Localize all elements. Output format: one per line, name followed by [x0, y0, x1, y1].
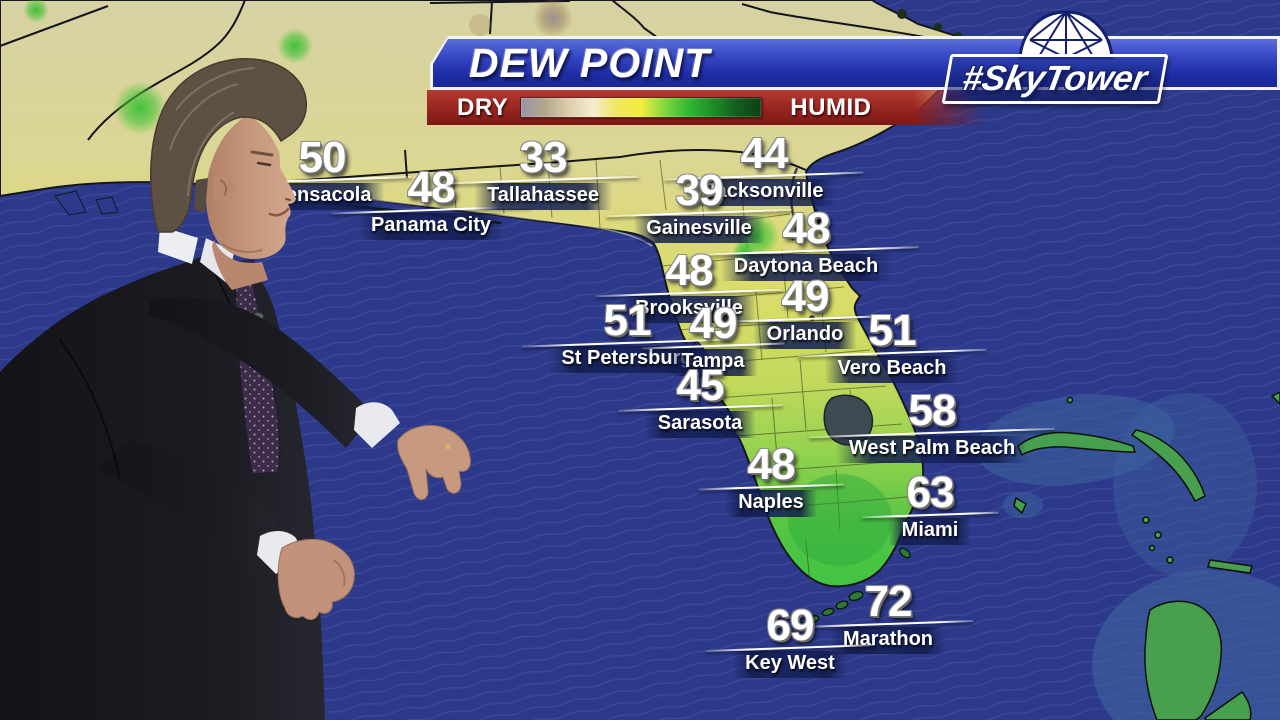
bahamas-islands [1013, 391, 1280, 720]
station-label: 45 Sarasota [617, 361, 783, 439]
skytower-wordmark: #SkyTower [959, 59, 1151, 98]
station-value: 49 [689, 299, 738, 348]
station-value: 48 [747, 440, 796, 489]
shirt-cuff [354, 402, 400, 448]
ear [213, 172, 235, 204]
station-value: 63 [906, 468, 955, 517]
station-value: 44 [740, 129, 789, 178]
station-label: 63 Miami [861, 468, 999, 546]
station-label: 58 West Palm Beach [808, 386, 1056, 464]
station-value: 45 [676, 361, 725, 410]
station-label: 44 Jacksonville [664, 129, 864, 207]
hand [397, 425, 471, 500]
shirt-collar [158, 226, 198, 264]
scale-dry-label: DRY [457, 93, 509, 121]
station-label: 72 Marathon [803, 577, 973, 655]
station-label: 51 Vero Beach [797, 306, 987, 384]
extended-arm [148, 297, 374, 448]
station-city: Jacksonville [691, 179, 837, 207]
dewpoint-scale-bar: DRY HUMID [427, 90, 993, 125]
station-value: 51 [868, 306, 917, 355]
station-city: Panama City [357, 213, 505, 241]
station-city: Naples [725, 490, 817, 518]
station-city: Tampa [668, 349, 758, 377]
dome-icon [1018, 10, 1114, 60]
station-city: Sarasota [644, 411, 756, 439]
station-label: 48 Daytona Beach [693, 204, 919, 282]
station-city: Miami [888, 518, 972, 546]
hair [149, 58, 308, 233]
station-value: 72 [864, 577, 913, 626]
station-city: Tallahassee [474, 183, 612, 211]
face [206, 115, 296, 259]
station-label: 69 Key West [705, 601, 875, 679]
station-value: 51 [603, 296, 652, 345]
station-label: 33 Tallahassee [447, 133, 639, 211]
station-label: 48 Brooksville [595, 246, 783, 324]
station-value: 69 [766, 601, 815, 650]
skytower-wordmark-box: #SkyTower [941, 54, 1168, 104]
station-label: 49 Tampa [641, 299, 785, 377]
station-city: Pensacola [259, 183, 385, 211]
scale-humid-label: HUMID [790, 93, 872, 121]
page-title: DEW POINT [469, 39, 711, 86]
station-value: 48 [665, 246, 714, 295]
ring [445, 444, 451, 450]
station-value: 39 [675, 166, 724, 215]
station-city: Marathon [830, 627, 946, 655]
scale-gradient [520, 97, 763, 118]
station-city: West Palm Beach [835, 436, 1029, 464]
station-label: 50 Pensacola [232, 133, 412, 211]
station-value: 48 [782, 204, 831, 253]
station-value: 49 [781, 272, 830, 321]
station-city: Key West [732, 651, 848, 679]
station-value: 50 [298, 133, 347, 182]
florida-keys [794, 547, 911, 630]
station-label: 48 Naples [698, 440, 844, 518]
station-value: 33 [519, 133, 568, 182]
station-value: 58 [908, 386, 957, 435]
station-label: 39 Gainesville [606, 166, 792, 244]
fist [277, 539, 355, 620]
skytower-logo: #SkyTower [940, 4, 1200, 104]
station-city: Daytona Beach [720, 254, 892, 282]
station-city: Brooksville [622, 296, 756, 324]
station-label: 48 Panama City [330, 163, 532, 241]
station-city: Vero Beach [824, 356, 960, 384]
station-city: Gainesville [633, 216, 765, 244]
station-value: 48 [407, 163, 456, 212]
